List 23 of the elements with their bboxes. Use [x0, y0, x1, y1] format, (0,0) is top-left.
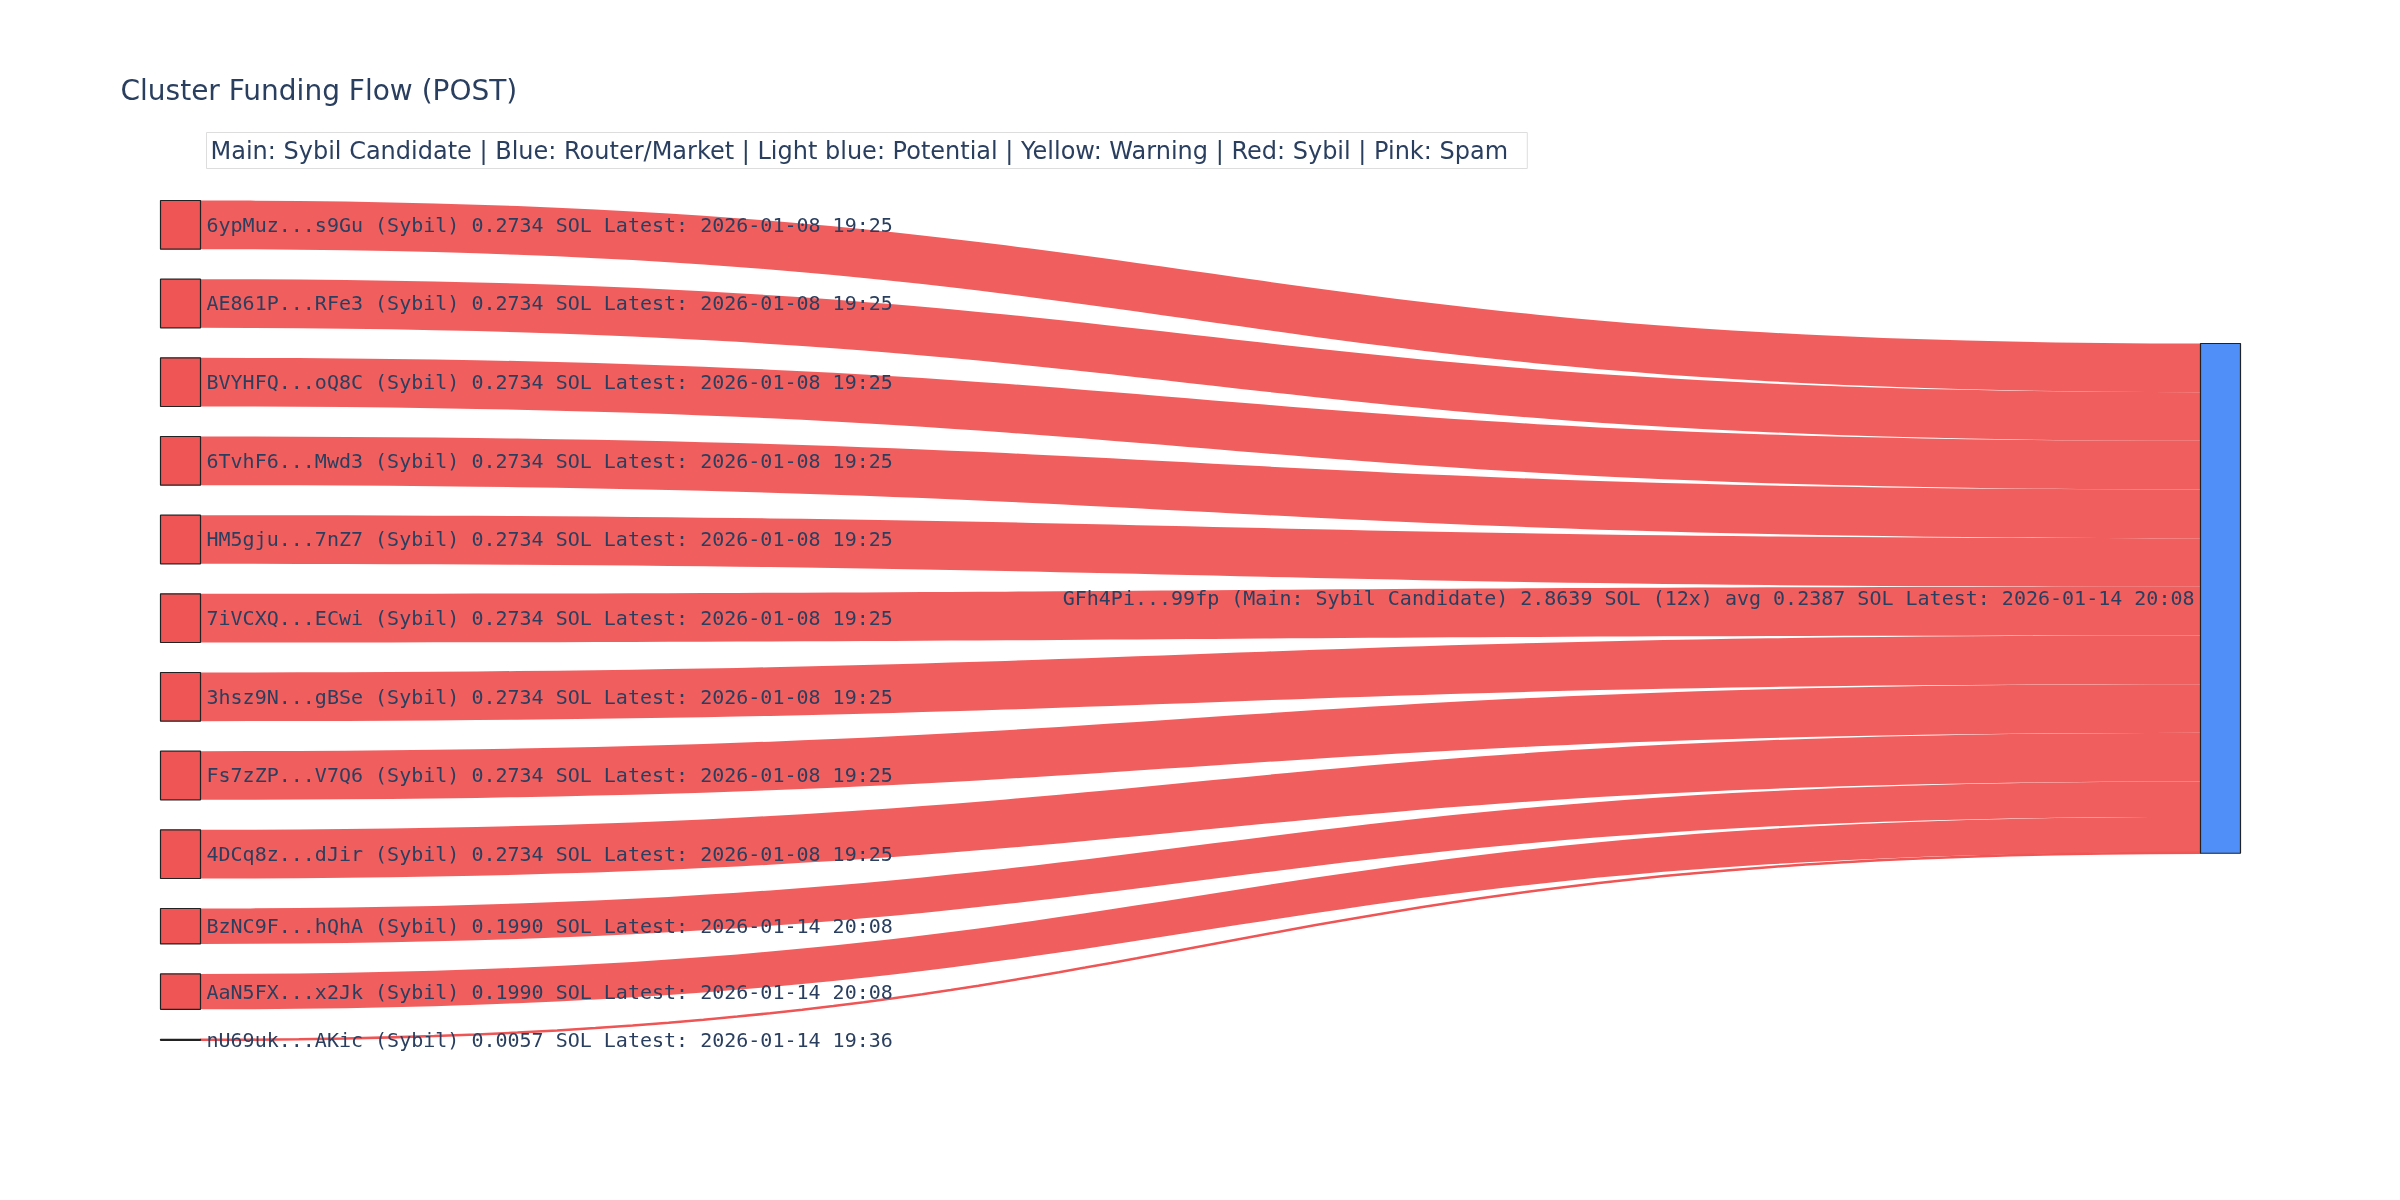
data-label: 2.8639 SOL (12x) avg 0.2387 SOL Latest: 2026-01-14 20:08 — [1520, 586, 2195, 611]
text: Main: Sybil Candidate | Blue: Router/Market | Light blue: Potential | Yellow: Warning | Red: Sybil | Pink: Spam — [210, 136, 1509, 165]
data-label: 0.2734 SOL Latest: 2026-01-08 19:25 — [471, 842, 893, 867]
category-label: 3hsz9N...gBSe (Sybil) — [206, 684, 460, 709]
data-label: 0.2734 SOL Latest: 2026-01-08 19:25 — [471, 370, 893, 395]
category-label: BVYHFQ...oQ8C (Sybil) — [206, 370, 460, 395]
data-label: 0.2734 SOL Latest: 2026-01-08 19:25 — [471, 448, 893, 473]
text: Cluster Funding Flow (POST) — [120, 74, 518, 107]
category-label: Fs7zZP...V7Q6 (Sybil) — [206, 763, 460, 788]
category-label: 7iVCXQ...ECwi (Sybil) — [206, 606, 460, 631]
category-label: AE861P...RFe3 (Sybil) — [206, 291, 460, 316]
category-label: 6TvhF6...Mwd3 (Sybil) — [206, 448, 460, 473]
category-label: HM5gju...7nZ7 (Sybil) — [206, 527, 460, 552]
data-label: 0.2734 SOL Latest: 2026-01-08 19:25 — [471, 527, 893, 552]
category-label: GFh4Pi...99fp (Main: Sybil Candidate) — [1062, 586, 1509, 611]
data-label: 0.0057 SOL Latest: 2026-01-14 19:36 — [471, 1027, 893, 1052]
category-label: AaN5FX...x2Jk (Sybil) — [206, 979, 460, 1004]
data-label: 0.2734 SOL Latest: 2026-01-08 19:25 — [471, 606, 893, 631]
category-label: BzNC9F...hQhA (Sybil) — [206, 914, 460, 939]
category-label: 6ypMuz...s9Gu (Sybil) — [206, 212, 460, 237]
category-label: 4DCq8z...dJir (Sybil) — [206, 842, 460, 867]
data-label: 0.2734 SOL Latest: 2026-01-08 19:25 — [471, 684, 893, 709]
data-label: 0.2734 SOL Latest: 2026-01-08 19:25 — [471, 763, 893, 788]
